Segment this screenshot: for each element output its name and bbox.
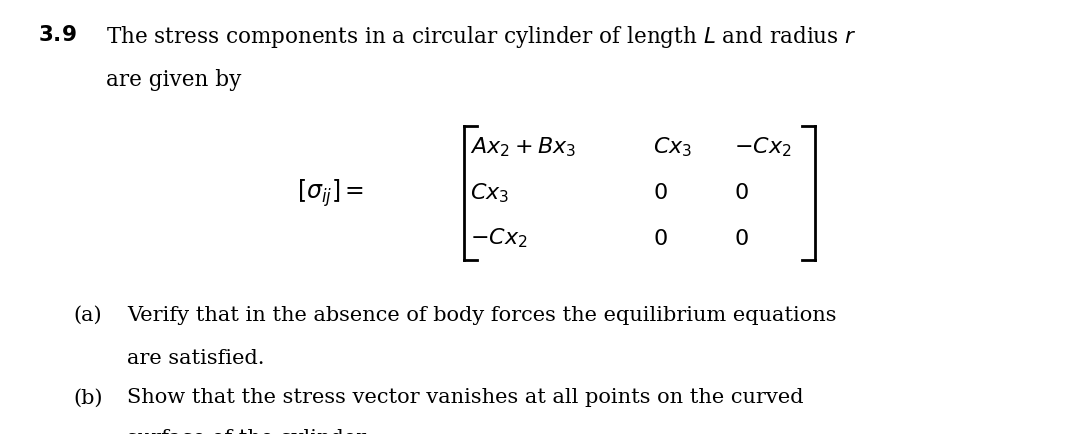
Text: $0$: $0$ — [653, 182, 669, 204]
Text: are satisfied.: are satisfied. — [127, 349, 265, 368]
Text: Show that the stress vector vanishes at all points on the curved: Show that the stress vector vanishes at … — [127, 388, 804, 408]
Text: are given by: are given by — [106, 69, 241, 92]
Text: (a): (a) — [73, 306, 103, 325]
Text: The stress components in a circular cylinder of length $L$ and radius $r$: The stress components in a circular cyli… — [106, 24, 856, 50]
Text: $0$: $0$ — [734, 182, 750, 204]
Text: surface of the cylinder.: surface of the cylinder. — [127, 429, 372, 434]
Text: $\mathbf{3.9}$: $\mathbf{3.9}$ — [38, 24, 77, 46]
Text: Verify that in the absence of body forces the equilibrium equations: Verify that in the absence of body force… — [127, 306, 837, 325]
Text: $Cx_3$: $Cx_3$ — [470, 181, 509, 205]
Text: $0$: $0$ — [734, 228, 750, 250]
Text: $Ax_2 + Bx_3$: $Ax_2 + Bx_3$ — [470, 136, 576, 159]
Text: (b): (b) — [73, 388, 103, 408]
Text: $-Cx_2$: $-Cx_2$ — [470, 227, 527, 250]
Text: $0$: $0$ — [653, 228, 669, 250]
Text: $Cx_3$: $Cx_3$ — [653, 136, 692, 159]
Text: $-Cx_2$: $-Cx_2$ — [734, 136, 792, 159]
Text: $\left[\sigma_{ij}\right] =$: $\left[\sigma_{ij}\right] =$ — [297, 177, 364, 209]
